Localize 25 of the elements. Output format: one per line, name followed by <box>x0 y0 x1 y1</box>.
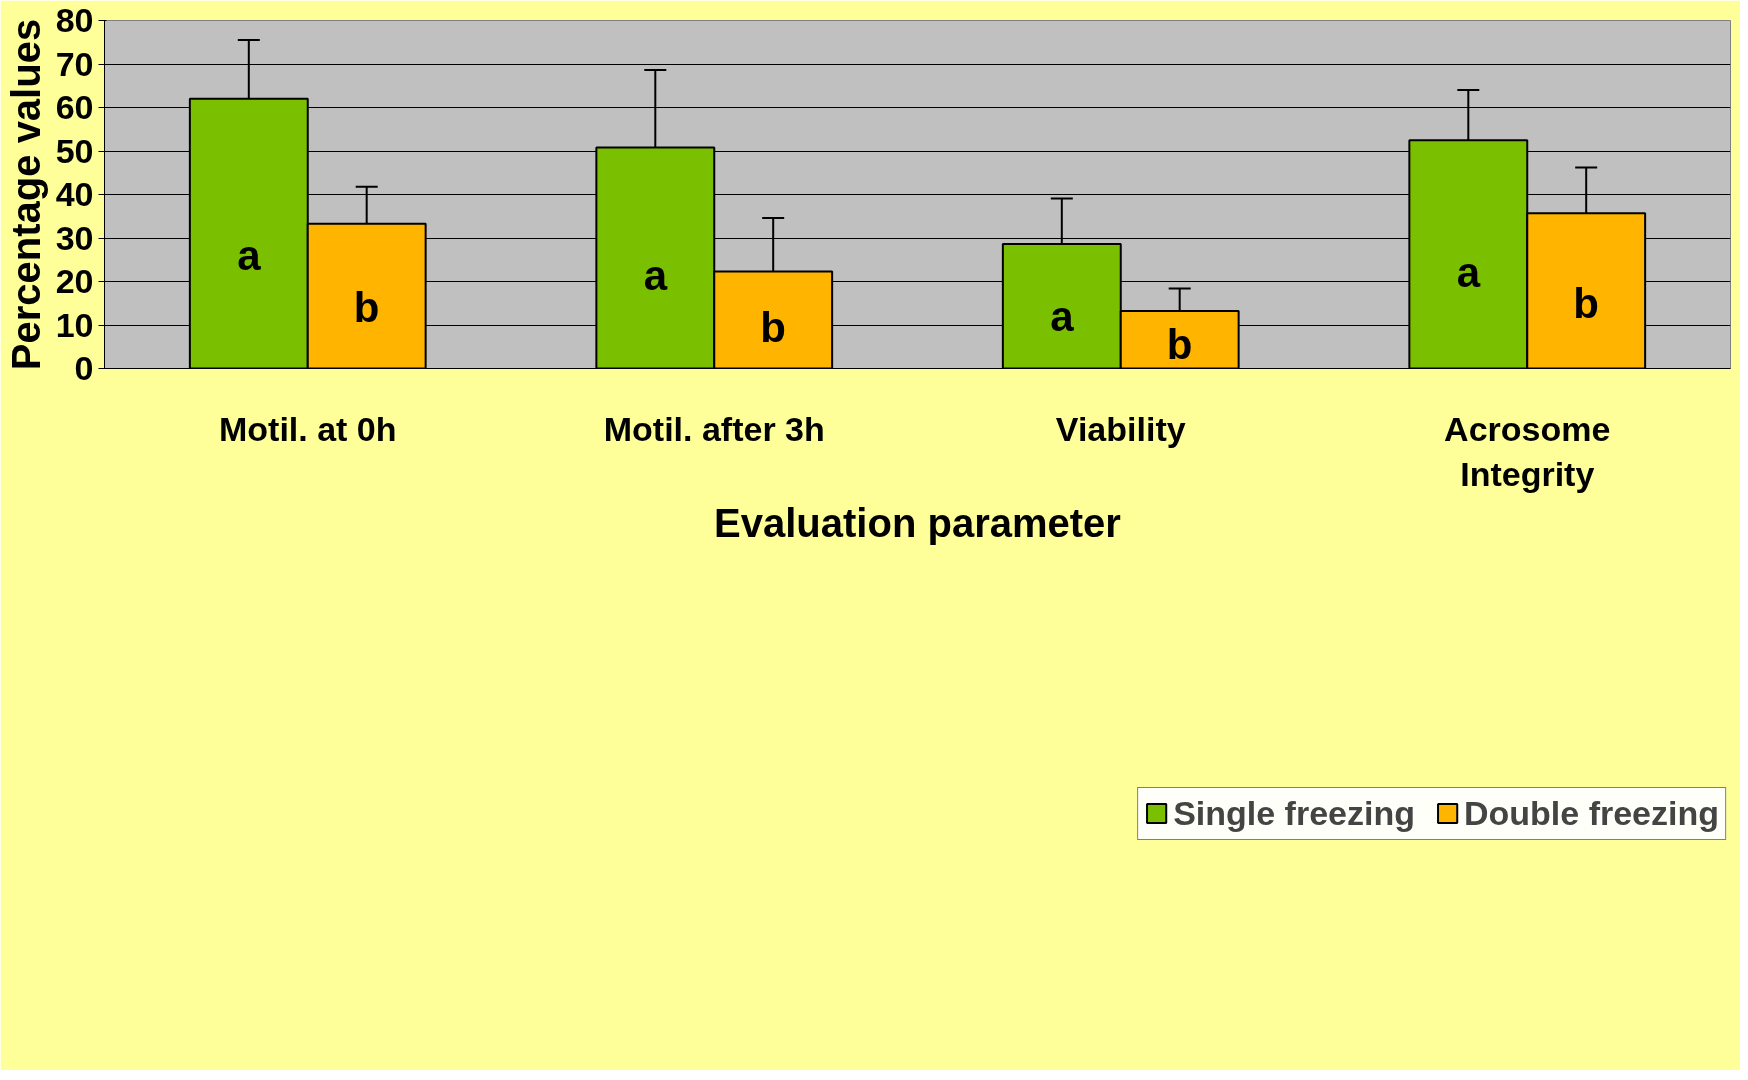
y-tick-label: 80 <box>55 1 94 39</box>
y-tick-label: 70 <box>55 44 94 83</box>
x-tick-label: Acrosome Integrity <box>1444 409 1611 494</box>
x-tick-label: Viability <box>1055 409 1186 448</box>
x-tick-label: Motil. at 0h <box>218 409 397 448</box>
x-tick-label: Motil. after 3h <box>603 409 825 448</box>
y-tick-label: 60 <box>55 88 94 126</box>
y-tick-label: 30 <box>55 218 94 257</box>
data-label: a <box>643 252 668 300</box>
data-label: a <box>1050 292 1075 340</box>
y-axis-title: Percentage values <box>3 18 48 371</box>
y-tick-label: 20 <box>55 262 94 300</box>
data-label: a <box>237 231 262 279</box>
data-label: b <box>1166 320 1193 368</box>
y-tick-label: 40 <box>55 175 94 213</box>
data-label: b <box>1573 279 1600 327</box>
y-tick-label: 50 <box>55 131 94 170</box>
data-label: b <box>760 304 787 352</box>
legend-label: Double freezing <box>1463 793 1719 833</box>
data-label: a <box>1456 249 1481 297</box>
legend-label: Single freezing <box>1173 793 1415 833</box>
y-tick-label: 0 <box>74 349 94 387</box>
x-axis-title: Evaluation parameter <box>714 501 1121 546</box>
data-label: b <box>353 284 380 332</box>
y-tick-label: 10 <box>55 305 94 344</box>
